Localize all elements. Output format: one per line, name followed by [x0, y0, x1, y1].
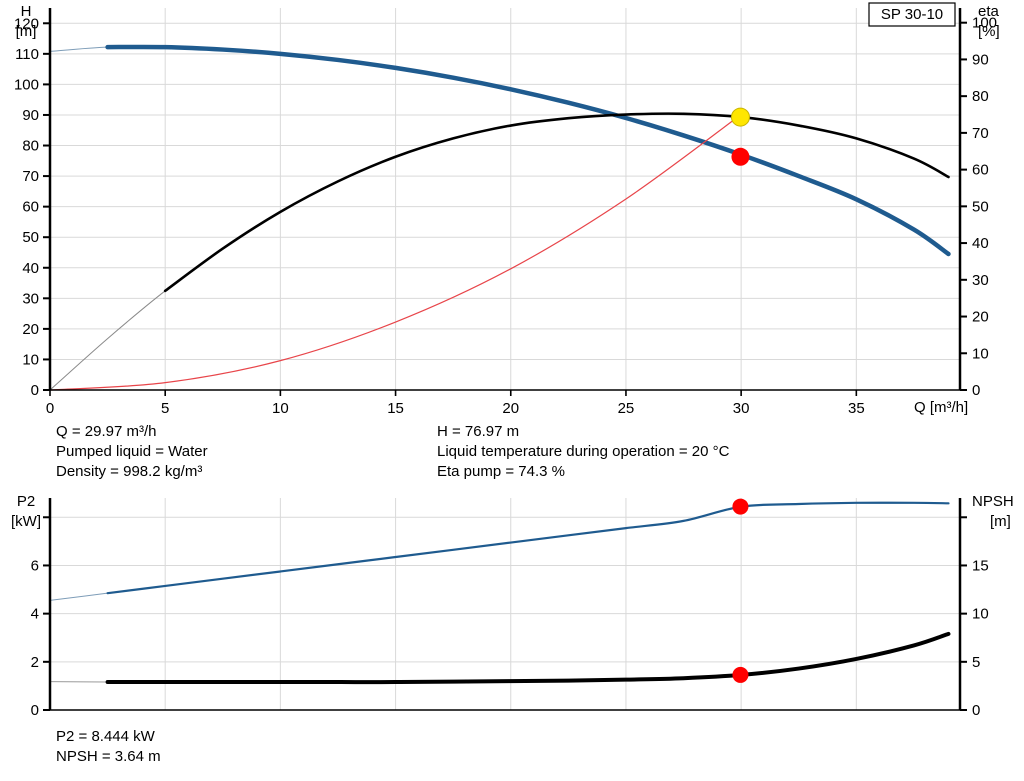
top-left-tick-labels: 0 10 20 30 40 50 60 70 80 90 100 110 120: [14, 15, 50, 399]
top-right-axis-title-line2: [%]: [978, 23, 1000, 40]
bottom-gridlines: [50, 498, 960, 710]
svg-text:4: 4: [31, 606, 39, 623]
bottom-duty-markers: [732, 498, 749, 683]
info-p2: P2 = 8.444 kW: [56, 728, 155, 745]
svg-text:10: 10: [272, 400, 289, 417]
bottom-left-tick-labels: 0 2 4 6: [31, 516, 50, 719]
info-eta-pump: Eta pump = 74.3 %: [437, 463, 565, 480]
info-head: H = 76.97 m: [437, 423, 520, 440]
svg-text:70: 70: [972, 125, 989, 142]
svg-text:0: 0: [46, 400, 54, 417]
power-system-curve: [49, 114, 742, 391]
svg-text:30: 30: [733, 400, 750, 417]
info-temperature: Liquid temperature during operation = 20…: [437, 443, 730, 460]
svg-text:120: 120: [14, 15, 39, 32]
svg-text:30: 30: [972, 272, 989, 289]
npsh-curve: [105, 631, 951, 685]
svg-text:0: 0: [31, 702, 39, 719]
bottom-curves: [49, 501, 951, 685]
svg-text:10: 10: [972, 606, 989, 623]
svg-text:0: 0: [972, 382, 980, 399]
svg-text:20: 20: [972, 309, 989, 326]
model-label-text: SP 30-10: [881, 6, 943, 23]
power-npsh-chart: 0 2 4 6 0 5 10 15 P2 [kW] NPSH [m]: [11, 493, 1014, 719]
svg-text:60: 60: [22, 199, 39, 216]
top-curves: [49, 44, 951, 391]
svg-text:90: 90: [22, 107, 39, 124]
top-right-axis-title-line1: eta: [978, 3, 1000, 20]
top-x-axis-title: Q [m³/h]: [914, 399, 968, 416]
top-left-axis-title-line1: H: [21, 3, 32, 20]
svg-text:5: 5: [161, 400, 169, 417]
svg-text:0: 0: [972, 702, 980, 719]
bottom-right-axis-title-line1: NPSH: [972, 493, 1014, 510]
duty-point-npsh-marker: [732, 666, 749, 683]
svg-text:40: 40: [22, 260, 39, 277]
info-pumped-liquid: Pumped liquid = Water: [56, 443, 208, 460]
top-x-tick-labels: 0 5 10 15 20 25 30 35: [46, 390, 865, 417]
svg-text:0: 0: [31, 382, 39, 399]
info-flow: Q = 29.97 m³/h: [56, 423, 157, 440]
svg-text:100: 100: [972, 15, 997, 32]
bottom-left-axis-title-line2: [kW]: [11, 513, 41, 530]
duty-point-head-marker: [731, 147, 750, 166]
svg-text:30: 30: [22, 290, 39, 307]
model-label-box: SP 30-10: [868, 2, 956, 27]
top-duty-markers: [730, 107, 750, 166]
svg-text:15: 15: [972, 557, 989, 574]
svg-text:50: 50: [22, 229, 39, 246]
top-right-tick-labels: 0 10 20 30 40 50 60 70 80 90 100: [960, 15, 997, 399]
svg-text:10: 10: [972, 345, 989, 362]
operating-data-left: Q = 29.97 m³/h Pumped liquid = Water Den…: [56, 422, 208, 482]
bottom-left-axis-title-line1: P2: [17, 493, 35, 510]
head-curve: [105, 44, 951, 257]
top-gridlines: [50, 8, 960, 390]
info-npsh: NPSH = 3.64 m: [56, 748, 161, 765]
svg-text:20: 20: [22, 321, 39, 338]
svg-text:50: 50: [972, 198, 989, 215]
power-curve: [106, 501, 950, 595]
svg-text:10: 10: [22, 351, 39, 368]
svg-text:90: 90: [972, 51, 989, 68]
top-left-axis-title-line2: [m]: [16, 23, 37, 40]
svg-text:2: 2: [31, 654, 39, 671]
bottom-plot-background: [50, 498, 960, 710]
bottom-right-axis-title-line2: [m]: [990, 513, 1011, 530]
svg-text:110: 110: [15, 46, 39, 63]
svg-text:35: 35: [848, 400, 865, 417]
operating-data-bottom: P2 = 8.444 kW NPSH = 3.64 m: [56, 727, 161, 767]
svg-text:60: 60: [972, 162, 989, 179]
duty-point-p2-marker: [732, 498, 749, 515]
info-density: Density = 998.2 kg/m³: [56, 463, 203, 480]
svg-text:25: 25: [618, 400, 635, 417]
svg-text:6: 6: [31, 557, 39, 574]
svg-text:70: 70: [22, 168, 39, 185]
svg-text:80: 80: [22, 138, 39, 155]
svg-text:80: 80: [972, 88, 989, 105]
operating-data-right: H = 76.97 m Liquid temperature during op…: [437, 422, 729, 482]
svg-text:5: 5: [972, 654, 980, 671]
bottom-right-tick-labels: 0 5 10 15: [960, 516, 989, 719]
svg-text:20: 20: [502, 400, 519, 417]
svg-text:100: 100: [14, 76, 39, 93]
efficiency-curve: [163, 112, 950, 293]
svg-text:15: 15: [387, 400, 404, 417]
top-plot-background: [50, 8, 960, 390]
duty-point-eta-marker: [730, 107, 750, 127]
svg-text:40: 40: [972, 235, 989, 252]
